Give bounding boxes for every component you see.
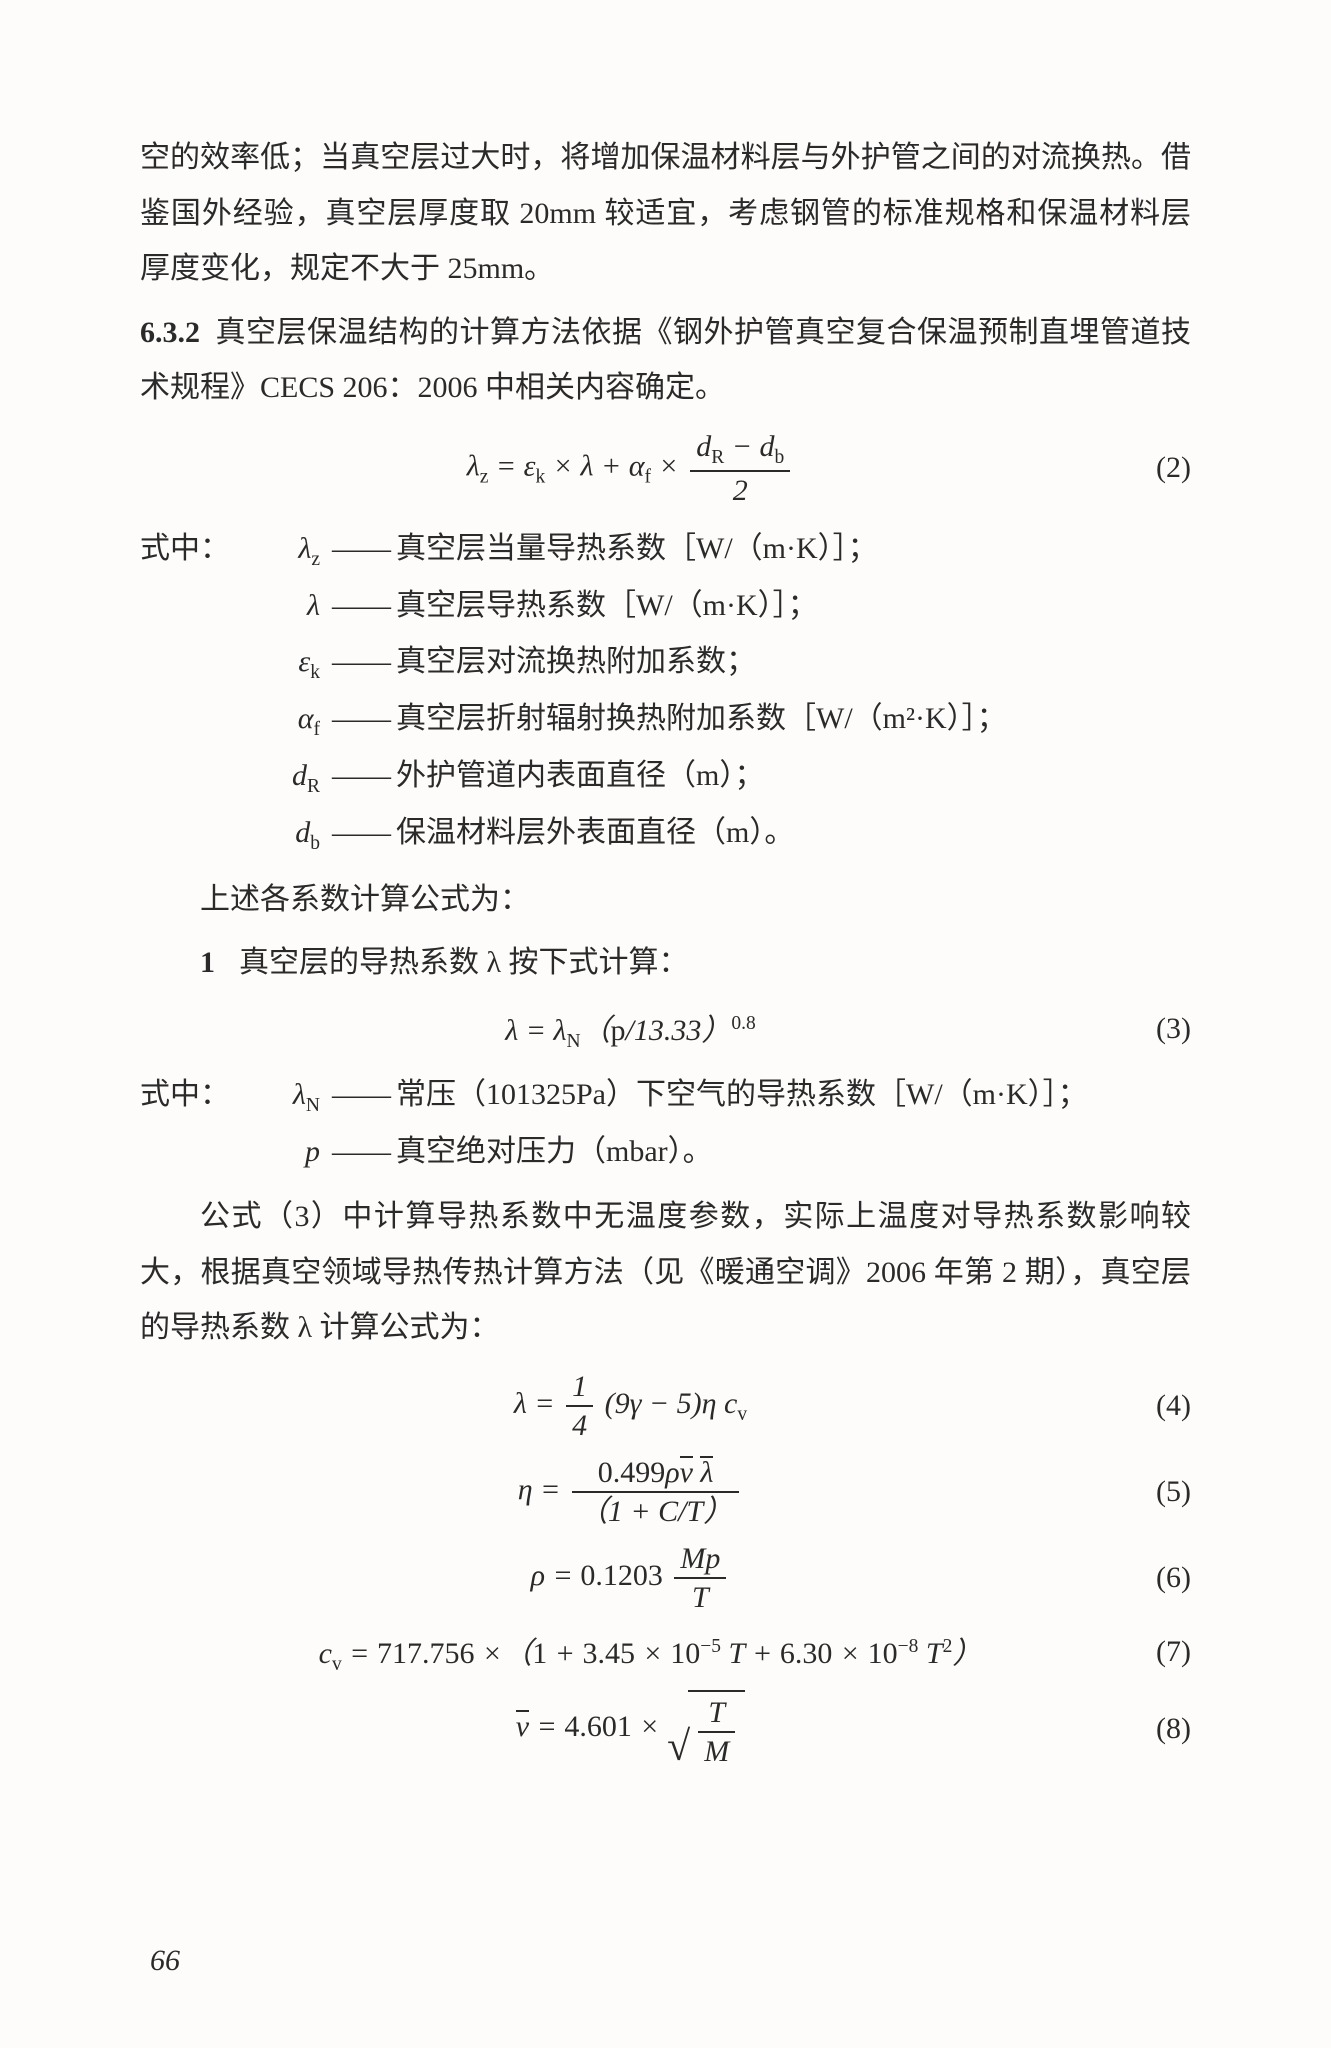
equation-4-number: (4) <box>1121 1389 1191 1423</box>
equation-2-number: (2) <box>1121 451 1191 485</box>
equation-8-number: (8) <box>1121 1712 1191 1746</box>
def-sym-alpha-f: αf <box>240 691 326 748</box>
equation-5-number: (5) <box>1121 1475 1191 1509</box>
paragraph-3: 上述各系数计算公式为： <box>140 872 1191 928</box>
equation-3: λ = λN（p/13.33）0.8 (3) <box>140 1005 1191 1053</box>
def-sym-lambda-n: λN <box>240 1067 326 1124</box>
item-number-1: 1 <box>200 946 215 979</box>
equation-7-number: (7) <box>1121 1635 1191 1669</box>
definitions-eq3: 式中： λN —— 常压（101325Pa）下空气的导热系数［W/（m·K）］；… <box>140 1067 1191 1180</box>
def-sym-dr: dR <box>240 748 326 805</box>
def-sym-eps-k: εk <box>240 634 326 691</box>
defs3-prefix: 式中： <box>140 1067 240 1124</box>
equation-6-number: (6) <box>1121 1561 1191 1595</box>
page-number: 66 <box>150 1944 180 1978</box>
section-number: 6.3.2 <box>140 316 200 349</box>
equation-2: λz = εk × λ + αf × dR − db 2 (2) <box>140 430 1191 507</box>
paragraph-6-3-2-text: 真空层保温结构的计算方法依据《钢外护管真空复合保温预制直埋管道技术规程》CECS… <box>140 316 1191 405</box>
def-sym-lambda-z: λz <box>240 521 326 578</box>
equation-4: λ = 1 4 (9γ − 5)η cv (4) <box>140 1370 1191 1442</box>
paragraph-5: 公式（3）中计算导热系数中无温度参数，实际上温度对导热系数影响较大，根据真空领域… <box>140 1189 1191 1356</box>
defs-prefix: 式中： <box>140 521 240 578</box>
def-sym-db: db <box>240 805 326 862</box>
equation-6: ρ = 0.1203 Mp T (6) <box>140 1542 1191 1614</box>
paragraph-4-text: 真空层的导热系数 λ 按下式计算： <box>239 946 689 979</box>
definitions-eq2: 式中： λz —— 真空层当量导热系数［W/（m·K）］； λ —— 真空层导热… <box>140 521 1191 862</box>
equation-5: η = 0.499ρv λ （1 + C/T） (5) <box>140 1456 1191 1528</box>
equation-8: v = 4.601 × √ T M (8) <box>140 1690 1191 1768</box>
paragraph-1: 空的效率低；当真空层过大时，将增加保温材料层与外护管之间的对流换热。借鉴国外经验… <box>140 130 1191 297</box>
equation-3-number: (3) <box>1121 1012 1191 1046</box>
def-sym-lambda: λ <box>240 578 326 634</box>
paragraph-4: 1 真空层的导热系数 λ 按下式计算： <box>140 935 1191 991</box>
paragraph-6-3-2: 6.3.2真空层保温结构的计算方法依据《钢外护管真空复合保温预制直埋管道技术规程… <box>140 305 1191 416</box>
equation-7: cv = 717.756 ×（1 + 3.45 × 10−5 T + 6.30 … <box>140 1628 1191 1676</box>
def-sym-p: p <box>240 1124 326 1180</box>
